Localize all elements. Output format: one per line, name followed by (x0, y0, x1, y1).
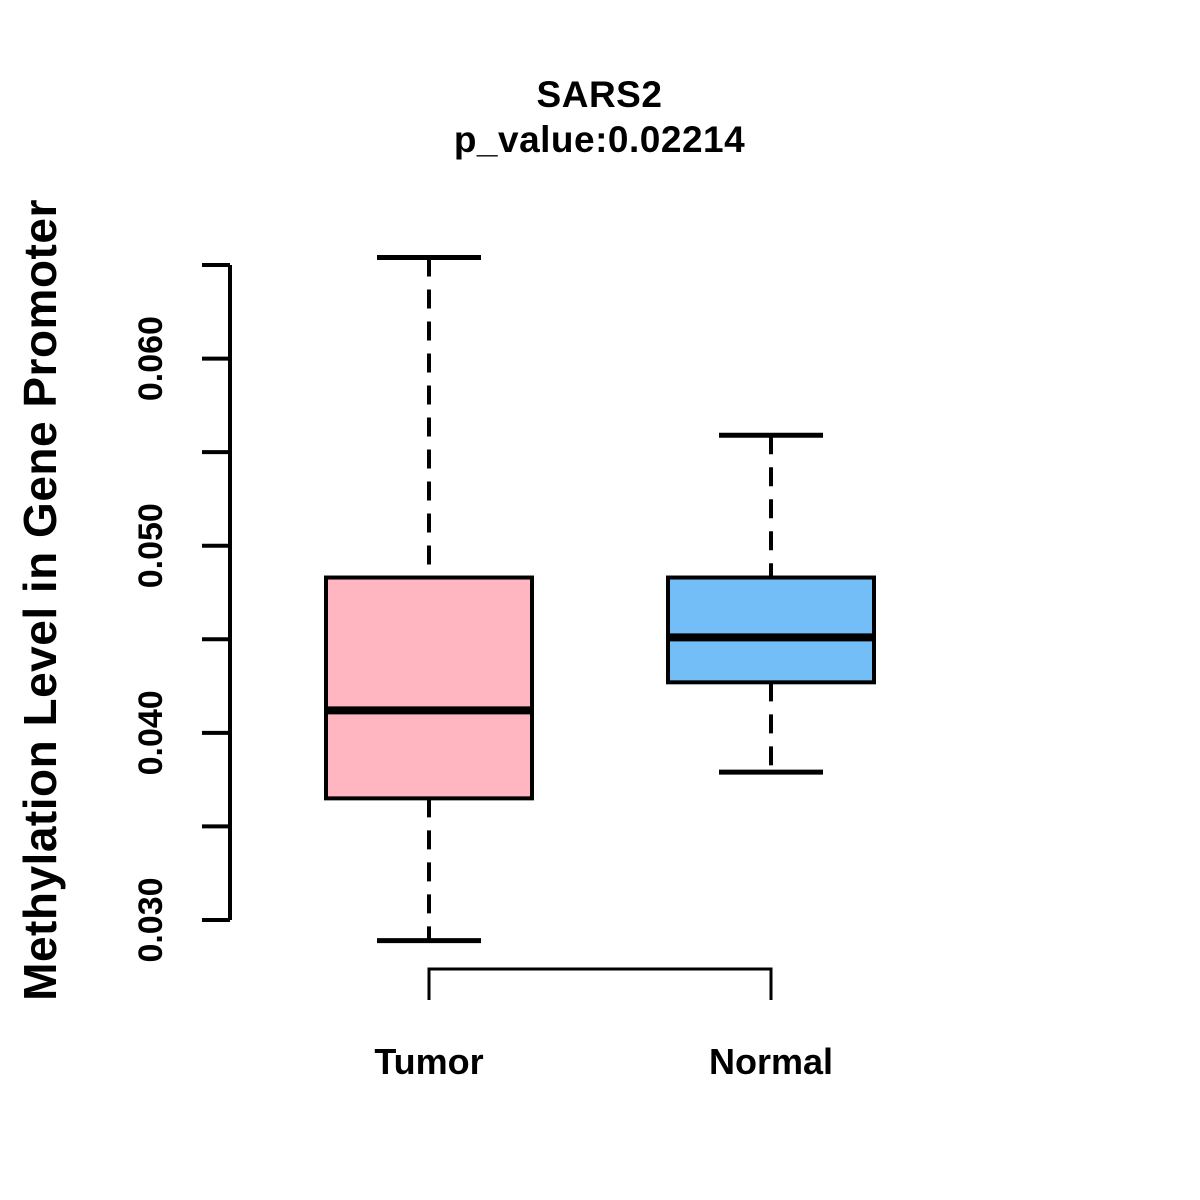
y-axis-tick-label: 0.030 (132, 877, 170, 962)
comparison-bracket (427, 967, 773, 1000)
category-label-tumor: Tumor (374, 1041, 483, 1082)
normal-box (666, 575, 876, 685)
chart-title: SARS2 (536, 74, 663, 115)
y-axis-tick-label: 0.050 (132, 503, 170, 588)
y-axis-tick-label: 0.040 (132, 690, 170, 775)
chart-subtitle-pvalue: p_value:0.02214 (453, 119, 746, 160)
tumor-box (324, 575, 534, 801)
y-axis-tick-label: 0.060 (132, 316, 170, 401)
chart-title-block: SARS2 p_value:0.02214 (0, 72, 1199, 162)
category-label-normal: Normal (709, 1041, 833, 1082)
